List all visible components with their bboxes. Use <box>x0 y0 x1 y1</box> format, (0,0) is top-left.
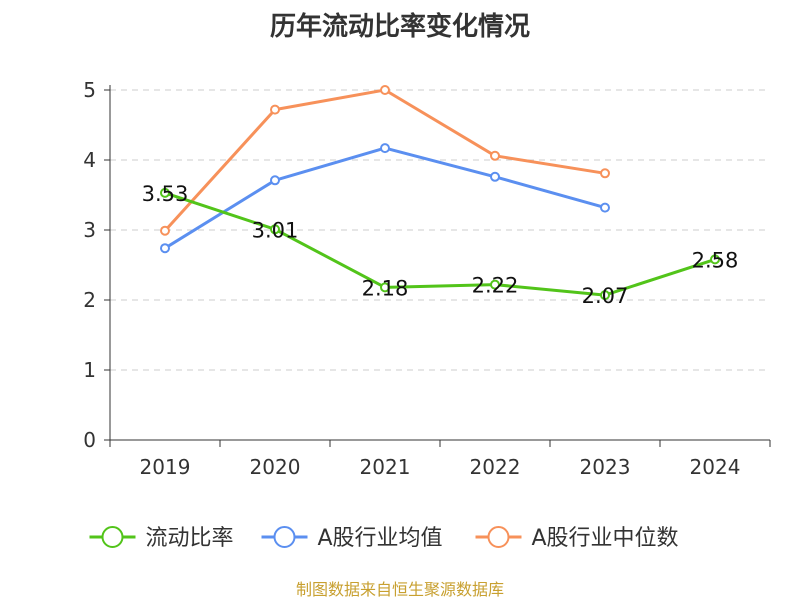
data-label: 2.07 <box>582 284 629 308</box>
data-point <box>270 175 280 186</box>
data-label: 2.22 <box>472 274 519 298</box>
chart-title: 历年流动比率变化情况 <box>269 12 530 42</box>
data-point <box>380 282 390 293</box>
legend-marker <box>487 526 510 548</box>
legend-marker <box>273 526 296 548</box>
data-label: 3.01 <box>252 218 299 242</box>
series-line-0 <box>164 191 716 297</box>
legend-marker <box>101 526 124 548</box>
y-tick-label: 2 <box>83 288 96 312</box>
x-tick-label: 2022 <box>470 455 521 479</box>
y-tick-label: 5 <box>83 78 96 102</box>
x-tick-label: 2021 <box>360 455 411 479</box>
data-point <box>490 150 500 161</box>
data-point <box>600 168 610 179</box>
x-tick-label: 2024 <box>690 455 741 479</box>
legend-label: A股行业均值 <box>318 526 443 551</box>
data-point <box>490 171 500 182</box>
y-tick-label: 0 <box>83 428 96 452</box>
legend[interactable]: 流动比率 A股行业均值 A股行业中位数 <box>89 526 679 551</box>
data-point <box>160 243 170 254</box>
legend-item-1[interactable]: A股行业均值 <box>261 526 443 551</box>
grid-lines <box>110 89 770 371</box>
x-tick-label: 2020 <box>250 455 301 479</box>
legend-label: A股行业中位数 <box>532 526 679 551</box>
data-labels: 3.53 3.01 2.18 2.22 2.07 2.58 <box>142 182 739 308</box>
data-point <box>600 202 610 213</box>
axes: 0 1 2 3 4 5 2019 2020 2021 2022 2023 2024 <box>83 78 771 479</box>
legend-label: 流动比率 <box>146 526 234 551</box>
y-tick-label: 1 <box>83 358 96 382</box>
data-point <box>380 143 390 154</box>
x-tick-label: 2019 <box>140 455 191 479</box>
data-point <box>710 254 720 265</box>
data-label: 2.58 <box>692 248 739 272</box>
data-point <box>160 187 170 198</box>
source-note: 制图数据来自恒生聚源数据库 <box>295 580 504 599</box>
x-tick-label: 2023 <box>580 455 631 479</box>
data-point <box>380 85 390 95</box>
series-lines <box>160 85 720 301</box>
y-tick-label: 3 <box>83 218 96 242</box>
legend-item-0[interactable]: 流动比率 <box>89 526 234 551</box>
data-point <box>160 225 170 236</box>
data-point <box>270 104 280 115</box>
data-point <box>270 224 280 235</box>
data-label: 2.18 <box>362 276 409 300</box>
y-tick-label: 4 <box>83 148 96 172</box>
legend-item-2[interactable]: A股行业中位数 <box>475 526 679 551</box>
data-point <box>490 279 500 290</box>
data-label: 3.53 <box>142 182 189 206</box>
data-point <box>600 290 610 301</box>
